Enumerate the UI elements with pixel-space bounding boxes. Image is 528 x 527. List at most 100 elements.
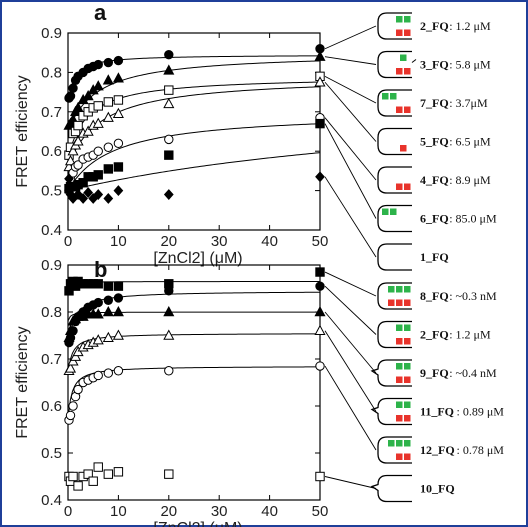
data-point <box>68 401 78 411</box>
data-point <box>93 297 103 308</box>
hairpin-shape <box>377 89 412 117</box>
green-block <box>404 324 411 331</box>
legend-kd: : 6.5 μM <box>449 135 491 149</box>
data-point <box>93 59 103 70</box>
data-point <box>112 72 124 83</box>
data-point <box>113 162 124 172</box>
data-point <box>113 185 124 197</box>
data-point <box>72 101 84 113</box>
red-block <box>396 415 403 422</box>
data-point <box>164 85 174 95</box>
red-block <box>396 106 403 113</box>
green-block <box>396 16 403 23</box>
data-point <box>163 329 175 340</box>
leader-line <box>324 25 377 50</box>
red-block <box>404 376 411 383</box>
series-12_FQ <box>64 361 325 425</box>
legend-name: 7_FQ <box>420 96 449 110</box>
data-point <box>164 366 174 376</box>
data-point <box>93 146 103 156</box>
green-block <box>390 208 397 215</box>
legend-name: 3_FQ <box>420 58 449 72</box>
legend-item-2_FQ: 2_FQ: 1.2 μM <box>324 285 491 349</box>
red-block <box>396 183 403 190</box>
data-point <box>93 279 103 289</box>
leader-line <box>324 365 377 451</box>
hairpin-shape <box>377 320 412 349</box>
red-block <box>404 183 411 190</box>
hairpin-shape <box>370 474 412 503</box>
hairpin-shape <box>370 359 412 387</box>
green-block <box>396 286 403 293</box>
data-point <box>113 366 124 376</box>
green-block <box>404 363 411 370</box>
data-point <box>163 305 175 317</box>
data-point <box>64 324 77 335</box>
green-block <box>388 286 395 293</box>
legend-name: 5_FQ <box>420 135 449 149</box>
green-block <box>382 208 389 215</box>
leader-line <box>324 285 377 335</box>
data-point <box>63 331 75 343</box>
y-tick-label: 0.6 <box>41 143 62 160</box>
series-9_FQ <box>63 305 326 343</box>
series-10_FQ <box>64 462 325 491</box>
series-5_FQ <box>63 76 326 172</box>
data-point <box>113 138 124 149</box>
hairpin-shape <box>377 204 412 233</box>
green-block <box>396 324 403 331</box>
green-block <box>396 401 403 408</box>
data-point <box>65 410 76 421</box>
series-6_FQ <box>64 118 325 194</box>
data-point <box>103 469 114 479</box>
legend-name: 2_FQ <box>420 19 449 33</box>
data-point <box>164 134 174 145</box>
data-point <box>315 267 325 277</box>
data-point <box>92 117 104 128</box>
red-block <box>404 453 411 460</box>
red-block <box>396 338 403 345</box>
x-tick-label: 50 <box>312 503 329 520</box>
legend-name: 8_FQ <box>420 289 449 303</box>
legend-kd: : 3.7μM <box>449 96 488 110</box>
legend-name: 4_FQ <box>420 173 449 187</box>
data-point <box>65 91 76 101</box>
green-block <box>382 93 389 100</box>
legend-kd: : 1.2 μM <box>449 19 491 33</box>
data-point <box>113 293 124 303</box>
green-block <box>404 440 411 447</box>
series-1_FQ <box>64 171 325 204</box>
x-axis-label: [ZnCl2] (μM) <box>153 250 242 267</box>
x-tick-label: 0 <box>64 233 72 250</box>
data-point <box>164 286 174 296</box>
legend-kd: : ~0.4 nM <box>449 366 497 380</box>
data-point <box>64 173 74 185</box>
leader-line <box>324 117 377 181</box>
data-point <box>314 76 326 87</box>
data-point <box>103 97 114 107</box>
legend-item-5_FQ: 5_FQ: 6.5 μM <box>324 81 491 156</box>
data-point <box>102 74 114 85</box>
data-point <box>163 97 175 109</box>
red-block <box>404 68 411 75</box>
red-block <box>396 376 403 383</box>
legend-name: 9_FQ <box>420 366 449 380</box>
red-block <box>404 299 411 306</box>
data-point <box>112 107 124 118</box>
data-point <box>68 83 78 93</box>
hairpin-shape <box>377 436 412 464</box>
red-block <box>404 338 411 345</box>
data-point <box>164 469 174 479</box>
data-point <box>73 481 83 491</box>
data-point <box>103 57 114 68</box>
leader-line <box>324 271 377 297</box>
data-point <box>113 55 124 66</box>
data-point <box>103 368 114 378</box>
hairpin-shape <box>377 282 412 310</box>
hairpin-shape <box>377 50 412 79</box>
panel-label: a <box>94 0 107 25</box>
leader-line <box>324 56 377 65</box>
data-point <box>83 469 93 479</box>
data-point <box>102 305 114 317</box>
